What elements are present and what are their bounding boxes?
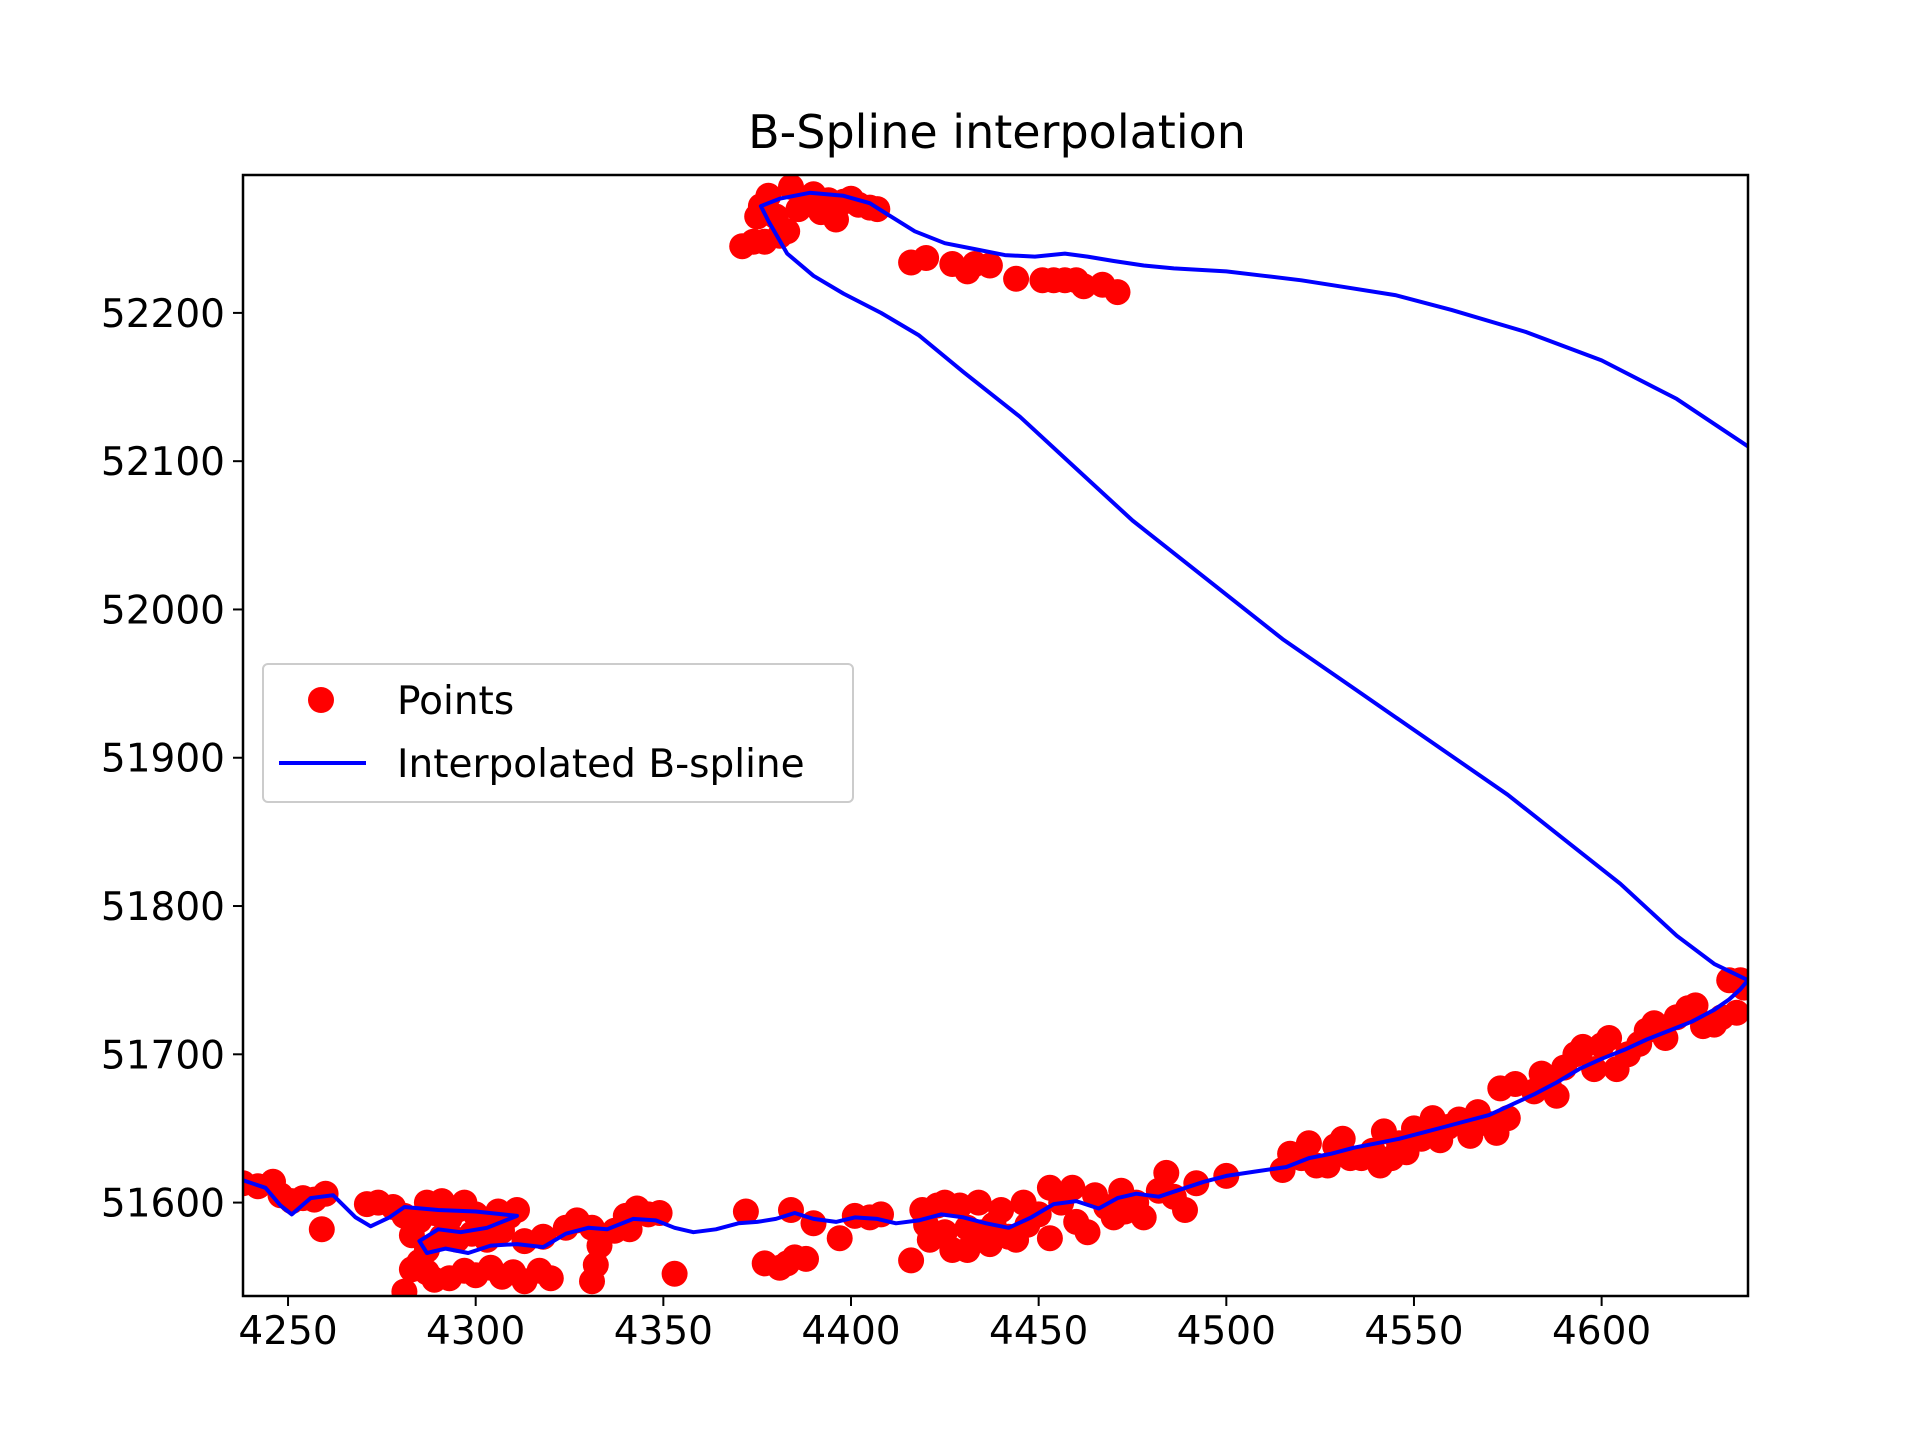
data-point (954, 1237, 981, 1263)
y-tick-label: 51900 (101, 737, 225, 782)
data-point (1153, 1159, 1180, 1186)
data-point (774, 218, 801, 245)
x-tick-label: 4450 (989, 1309, 1088, 1354)
data-point (913, 245, 940, 271)
y-tick-label: 51600 (101, 1182, 225, 1227)
data-point (732, 1198, 759, 1225)
data-point (793, 1245, 819, 1272)
legend: Points Interpolated B-spline (262, 663, 854, 803)
data-point (1569, 1033, 1596, 1060)
data-point (1172, 1197, 1198, 1223)
data-point (898, 1247, 925, 1274)
y-tick-label: 52000 (101, 588, 225, 633)
x-axis: 4250 4300 4350 4400 4450 4500 4550 4600 (238, 1296, 1651, 1354)
y-axis: 51600 51700 51800 51900 52000 52100 52200 (101, 292, 243, 1227)
y-tick-label: 51700 (101, 1033, 225, 1078)
data-point (1070, 273, 1097, 300)
data-point (312, 1180, 339, 1207)
data-point (1581, 1056, 1608, 1083)
x-tick-label: 4500 (1177, 1309, 1276, 1354)
data-point (976, 252, 1003, 279)
data-point (391, 1278, 418, 1296)
data-point (1682, 992, 1709, 1019)
data-point (1723, 999, 1748, 1026)
x-tick-label: 4350 (614, 1309, 713, 1354)
data-point (579, 1268, 605, 1295)
legend-spline-label: Interpolated B-spline (397, 742, 805, 787)
y-tick-label: 51800 (101, 885, 225, 930)
data-point (988, 1197, 1015, 1223)
y-tick-label: 52200 (101, 292, 225, 337)
spline-line (243, 190, 1748, 1255)
x-tick-label: 4550 (1364, 1309, 1463, 1354)
legend-box (262, 663, 854, 803)
data-point (1003, 265, 1030, 292)
axes-frame (241, 173, 1750, 1298)
data-point (1457, 1122, 1484, 1149)
data-point (1104, 279, 1131, 306)
data-point (1130, 1204, 1157, 1231)
legend-points-label: Points (397, 679, 514, 724)
data-point (661, 1260, 688, 1287)
data-point (1543, 1082, 1570, 1109)
data-point (826, 1225, 853, 1252)
x-tick-label: 4300 (426, 1309, 525, 1354)
x-tick-label: 4250 (238, 1309, 337, 1354)
data-point (537, 1265, 564, 1292)
data-point (1036, 1225, 1063, 1252)
plot-area (243, 175, 1748, 1296)
data-point (1059, 1174, 1086, 1201)
x-tick-label: 4400 (801, 1309, 900, 1354)
chart-title: B-Spline interpolation (748, 105, 1246, 159)
legend-points-marker (308, 687, 334, 713)
data-point (1074, 1219, 1101, 1246)
data-point (1596, 1025, 1623, 1051)
data-point (1295, 1130, 1322, 1157)
x-tick-label: 4600 (1552, 1309, 1651, 1354)
data-point (308, 1216, 335, 1243)
y-tick-label: 52100 (101, 440, 225, 485)
data-point (965, 1189, 992, 1216)
